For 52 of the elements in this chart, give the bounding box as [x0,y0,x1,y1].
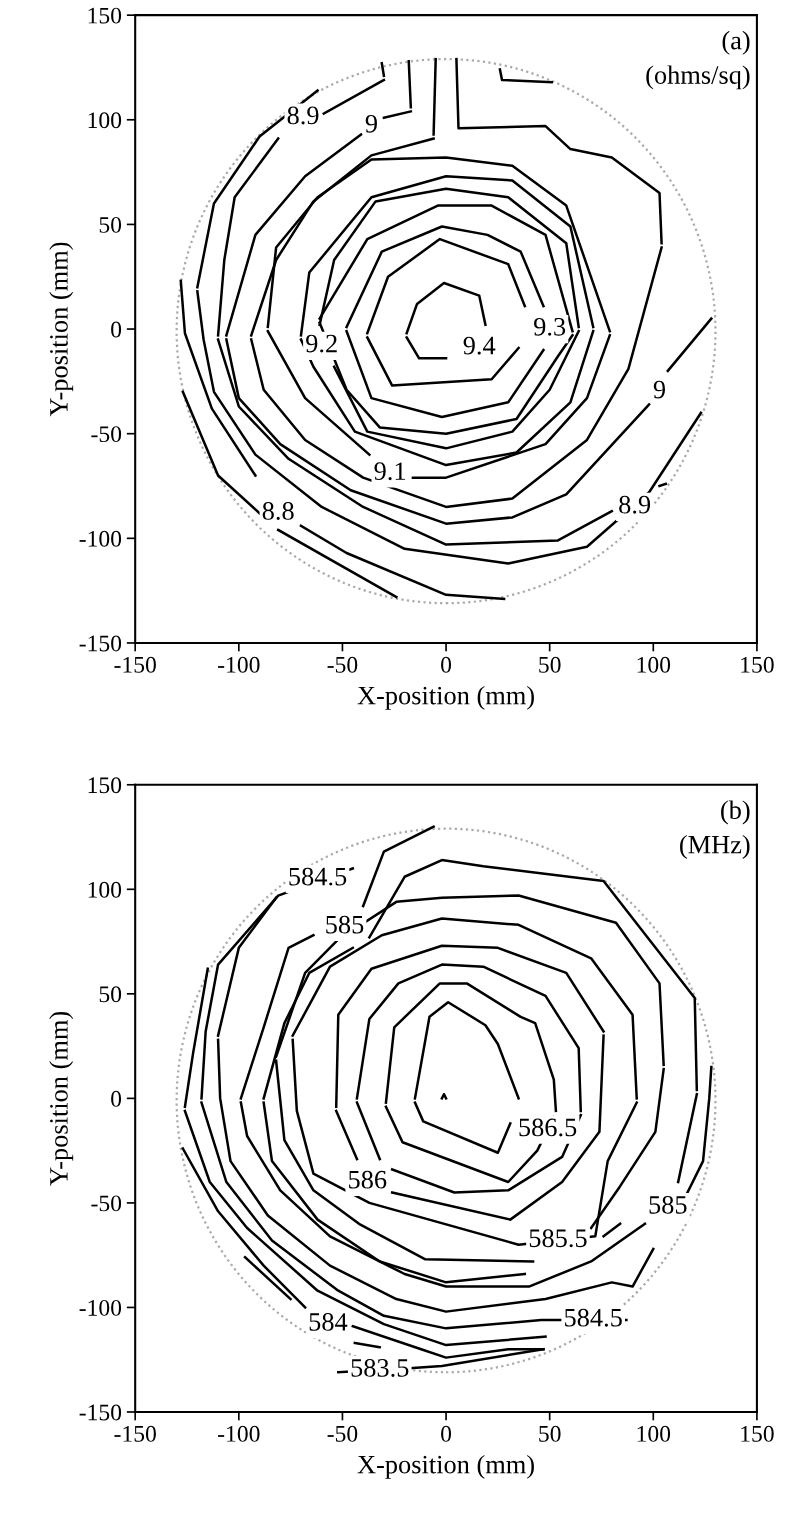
y-tick-label: 0 [111,1090,122,1107]
y-axis-title: Y-position (mm) [49,1011,74,1186]
y-tick-label: 150 [88,7,122,24]
annotation: 584 [309,1312,348,1331]
annotation: 8.9 [619,495,651,514]
annotation: 584.5 [565,1308,622,1327]
y-tick-label: -100 [79,1299,122,1316]
x-tick-label: -100 [218,656,260,673]
annotation: 9.4 [463,336,496,355]
annotation: (MHz) [680,834,750,859]
annotation: (a) [722,30,750,55]
annotation: 586.5 [519,1118,577,1137]
x-tick-label: -50 [327,656,358,673]
y-tick-label: 100 [88,881,122,898]
x-tick-label: -100 [218,1425,260,1442]
annotation: (ohms/sq) [646,65,750,90]
x-tick-label: 0 [441,656,452,673]
x-tick-label: 150 [741,656,774,673]
annotation: 585 [326,915,364,934]
annotation: (b) [721,800,750,825]
annotation: 583.5 [351,1358,409,1377]
y-tick-label: 50 [99,986,122,1003]
y-tick-label: 50 [99,216,122,233]
x-tick-label: 150 [741,1425,774,1442]
y-tick-label: -100 [79,530,122,547]
y-tick-label: 100 [88,112,122,129]
annotation: 8.9 [287,106,319,125]
x-tick-label: 50 [539,656,561,673]
y-tick-label: -50 [91,426,122,443]
y-tick-label: 150 [88,777,122,794]
annotation: 585.5 [529,1229,587,1248]
y-tick-label: -50 [91,1195,122,1212]
annotation: 585 [649,1195,687,1214]
y-tick-label: -150 [79,1404,122,1421]
x-tick-label: 100 [637,656,671,673]
annotation: 584.5 [289,867,347,886]
x-tick-label: 50 [539,1425,561,1442]
x-tick-label: 100 [637,1425,671,1442]
x-axis-title: X-position (mm) [357,1454,534,1479]
y-tick-label: -150 [79,635,122,652]
annotation: 586 [349,1170,387,1189]
x-tick-label: 0 [441,1425,452,1442]
y-axis-title: Y-position (mm) [49,242,74,417]
x-axis-title: X-position (mm) [357,685,534,710]
annotation: 9 [365,114,377,133]
y-tick-label: 0 [111,321,122,338]
annotation: 9.2 [306,334,337,353]
annotation: 9.3 [534,317,566,336]
annotation: 9 [653,380,666,399]
x-tick-label: -50 [327,1425,358,1442]
annotation: 8.8 [262,502,294,520]
annotation: 9.1 [374,462,406,481]
